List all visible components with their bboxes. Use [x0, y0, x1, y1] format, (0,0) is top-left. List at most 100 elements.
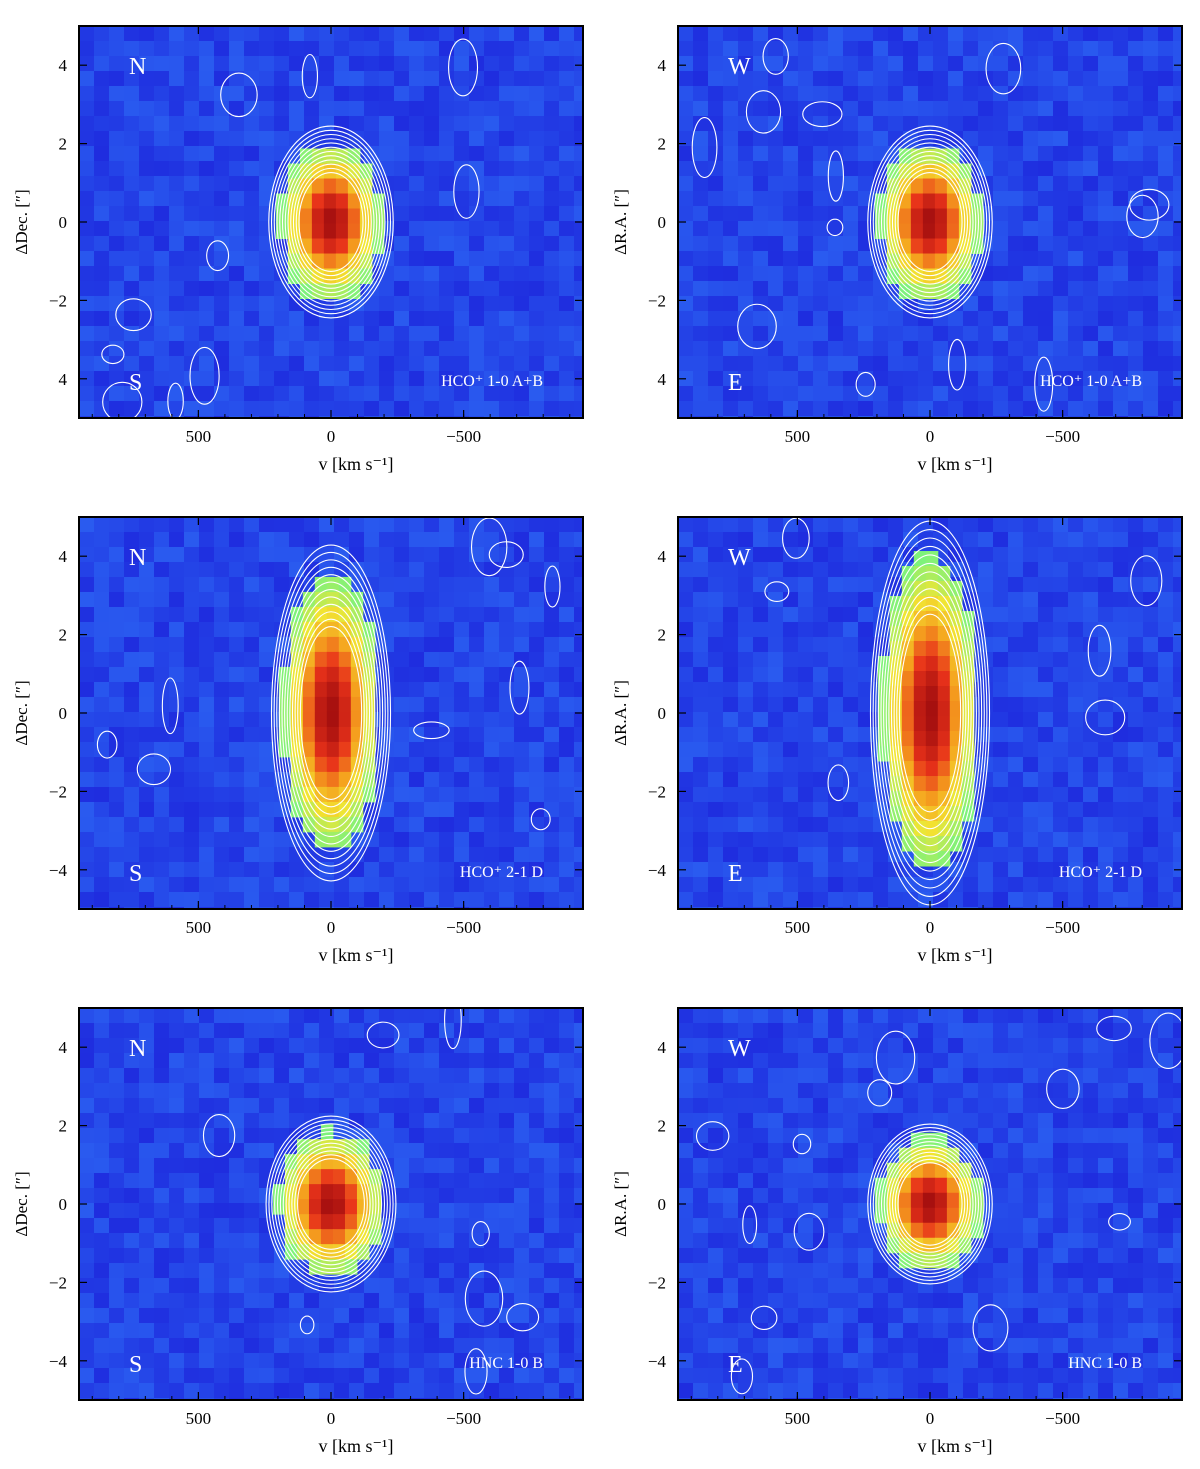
x-tick-label: −500 — [446, 427, 481, 446]
y-tick-label: 4 — [59, 56, 68, 75]
y-tick-label: −2 — [648, 782, 666, 801]
x-axis-label: v [km s⁻¹] — [918, 1436, 993, 1456]
y-axis-label: ΔDec. [″] — [12, 680, 31, 745]
y-tick-label: −2 — [49, 782, 67, 801]
x-tick-label: 0 — [327, 1409, 336, 1428]
contour-lines — [202, 1008, 540, 1395]
pv-panel-p32: 500 0 −500 4 2 0 −2 −4 v [km s⁻¹] ΔR.A. [″] W E HNC … — [611, 1007, 1183, 1456]
line-transition-label: HNC 1-0 B — [1068, 1355, 1142, 1372]
x-tick-label: 0 — [926, 427, 935, 446]
y-tick-label: 4 — [658, 370, 667, 389]
x-tick-label: 0 — [327, 427, 336, 446]
x-tick-label: −500 — [446, 1409, 481, 1428]
x-tick-label: 500 — [186, 427, 212, 446]
y-axis-label: ΔR.A. [″] — [611, 680, 630, 746]
y-tick-label: 2 — [59, 135, 68, 154]
y-tick-label: 2 — [658, 135, 667, 154]
y-tick-label: 0 — [658, 1195, 667, 1214]
heatmap-image — [79, 26, 583, 418]
x-tick-label: 500 — [186, 918, 212, 937]
x-tick-label: −500 — [1045, 1409, 1080, 1428]
y-tick-label: −2 — [648, 1273, 666, 1292]
x-tick-label: −500 — [1045, 427, 1080, 446]
x-tick-label: 0 — [926, 918, 935, 937]
direction-label-bottom: S — [129, 1352, 142, 1378]
x-axis-label: v [km s⁻¹] — [319, 454, 394, 474]
y-tick-label: −2 — [49, 1273, 67, 1292]
heatmap-image — [79, 1008, 583, 1400]
y-axis-label: ΔR.A. [″] — [611, 189, 630, 255]
line-transition-label: HCO⁺ 2-1 D — [460, 864, 543, 881]
y-tick-label: −4 — [648, 1352, 667, 1371]
y-tick-label: 0 — [59, 704, 68, 723]
pv-panel-p21: 500 0 −500 4 2 0 −2 −4 v [km s⁻¹] ΔDec. [″] N S HCO⁺… — [12, 516, 584, 965]
x-tick-label: 0 — [926, 1409, 935, 1428]
heatmap-image — [678, 517, 1182, 909]
direction-label-top: W — [728, 54, 751, 80]
direction-label-bottom: S — [129, 370, 142, 396]
x-tick-label: 0 — [327, 918, 336, 937]
y-tick-label: −4 — [49, 1352, 68, 1371]
contour-lines — [764, 517, 1163, 906]
line-transition-label: HCO⁺ 1-0 A+B — [1040, 373, 1142, 390]
line-transition-label: HCO⁺ 1-0 A+B — [441, 373, 543, 390]
emission-peak — [278, 576, 376, 848]
direction-label-top: W — [728, 545, 751, 571]
x-tick-label: 500 — [785, 918, 811, 937]
line-transition-label: HCO⁺ 2-1 D — [1059, 864, 1142, 881]
direction-label-bottom: E — [728, 1352, 743, 1378]
y-tick-label: 4 — [59, 370, 68, 389]
x-tick-label: 500 — [785, 1409, 811, 1428]
heatmap-image — [678, 1008, 1182, 1400]
background-noise — [79, 26, 583, 418]
x-axis-label: v [km s⁻¹] — [319, 1436, 394, 1456]
y-tick-label: 2 — [59, 626, 68, 645]
direction-label-top: W — [728, 1036, 751, 1062]
contour-lines — [96, 517, 561, 882]
contour-lines — [691, 38, 1170, 412]
pv-panel-p22: 500 0 −500 4 2 0 −2 −4 v [km s⁻¹] ΔR.A. [″] W E HCO⁺… — [611, 516, 1183, 965]
y-tick-label: −2 — [648, 291, 666, 310]
contour-lines — [695, 1012, 1182, 1395]
pv-panel-p11: 500 0 −500 4 2 0 −2 4 v [km s⁻¹] ΔDec. [″] N S HCO⁺ … — [12, 25, 584, 474]
y-tick-label: 2 — [658, 626, 667, 645]
y-tick-label: 4 — [658, 547, 667, 566]
y-axis-label: ΔR.A. [″] — [611, 1171, 630, 1237]
background-noise — [678, 26, 1182, 418]
y-tick-label: 4 — [59, 1038, 68, 1057]
x-axis-label: v [km s⁻¹] — [918, 454, 993, 474]
pv-panel-p12: 500 0 −500 4 2 0 −2 4 v [km s⁻¹] ΔR.A. [″] W E HCO⁺ … — [611, 25, 1183, 474]
y-tick-label: 0 — [59, 1195, 68, 1214]
pv-panel-p31: 500 0 −500 4 2 0 −2 −4 v [km s⁻¹] ΔDec. [″] N S HNC … — [12, 1007, 584, 1456]
contour-lines — [101, 38, 480, 418]
x-tick-label: −500 — [1045, 918, 1080, 937]
y-tick-label: 0 — [658, 213, 667, 232]
y-tick-label: 2 — [59, 1117, 68, 1136]
x-tick-label: −500 — [446, 918, 481, 937]
x-tick-label: 500 — [785, 427, 811, 446]
y-tick-label: −2 — [49, 291, 67, 310]
x-axis-label: v [km s⁻¹] — [319, 945, 394, 965]
direction-label-bottom: S — [129, 861, 142, 887]
y-tick-label: 4 — [658, 1038, 667, 1057]
y-tick-label: 4 — [59, 547, 68, 566]
x-axis-label: v [km s⁻¹] — [918, 945, 993, 965]
direction-label-top: N — [129, 1036, 146, 1062]
x-tick-label: 500 — [186, 1409, 212, 1428]
direction-label-top: N — [129, 545, 146, 571]
direction-label-top: N — [129, 54, 146, 80]
y-axis-label: ΔDec. [″] — [12, 189, 31, 254]
heatmap-image — [678, 26, 1182, 418]
y-tick-label: 2 — [658, 1117, 667, 1136]
y-tick-label: −4 — [49, 861, 68, 880]
y-axis-label: ΔDec. [″] — [12, 1171, 31, 1236]
y-tick-label: 4 — [658, 56, 667, 75]
y-tick-label: 0 — [658, 704, 667, 723]
direction-label-bottom: E — [728, 861, 743, 887]
y-tick-label: 0 — [59, 213, 68, 232]
heatmap-image — [79, 517, 583, 909]
y-tick-label: −4 — [648, 861, 667, 880]
line-transition-label: HNC 1-0 B — [469, 1355, 543, 1372]
direction-label-bottom: E — [728, 370, 743, 396]
